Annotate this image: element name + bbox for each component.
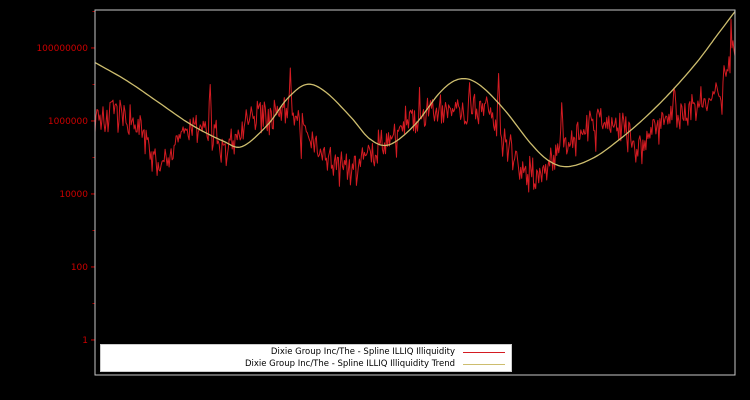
series-illiq-line xyxy=(95,18,735,193)
y-tick-label: 1 xyxy=(82,336,88,346)
y-tick-label: 100000000 xyxy=(36,44,88,54)
plot-series xyxy=(95,11,735,193)
legend-line-illiq-icon xyxy=(463,351,505,353)
y-tick-label: 100 xyxy=(71,263,88,273)
series-trend-line xyxy=(95,11,735,168)
y-tick-label: 10000 xyxy=(59,190,88,200)
legend-row-illiq: Dixie Group Inc/The - Spline ILLIQ Illiq… xyxy=(103,346,505,358)
legend-label-trend: Dixie Group Inc/The - Spline ILLIQ Illiq… xyxy=(244,359,455,369)
legend-line-trend-icon xyxy=(463,363,505,365)
plot-frame xyxy=(94,9,736,376)
legend-label-illiq: Dixie Group Inc/The - Spline ILLIQ Illiq… xyxy=(270,347,455,357)
legend-row-trend: Dixie Group Inc/The - Spline ILLIQ Illiq… xyxy=(103,358,505,370)
y-tick-label: 1000000 xyxy=(48,117,88,127)
legend: Dixie Group Inc/The - Spline ILLIQ Illiq… xyxy=(100,344,512,372)
